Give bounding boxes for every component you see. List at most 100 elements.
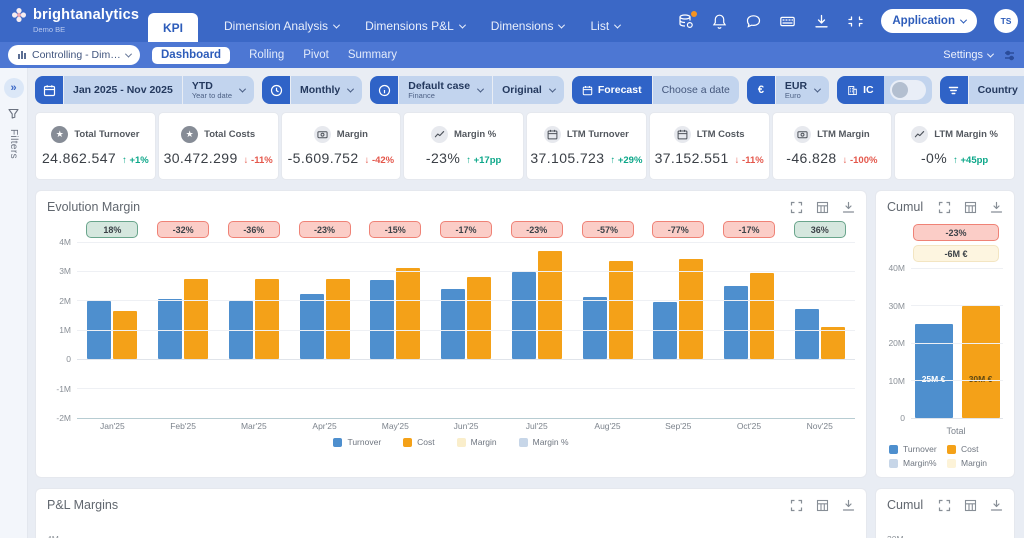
chat-icon[interactable]: [745, 13, 762, 30]
legend-item[interactable]: Turnover: [333, 437, 381, 447]
tab-dimension-analysis[interactable]: Dimension Analysis: [224, 19, 339, 42]
bar-turnover[interactable]: [300, 294, 324, 360]
bar-cost[interactable]: [467, 277, 491, 359]
tab-dimensions-pl[interactable]: Dimensions P&L: [365, 19, 465, 42]
legend-item[interactable]: Cost: [947, 444, 1003, 454]
legend-item[interactable]: Margin: [947, 458, 1003, 468]
bar-turnover[interactable]: [653, 302, 677, 359]
tab-list[interactable]: List: [590, 19, 620, 42]
tab-kpi[interactable]: KPI: [148, 13, 198, 42]
y-tick-label: 4M: [59, 237, 71, 247]
bar-cost[interactable]: [750, 273, 774, 359]
filter-lines-icon-button[interactable]: [940, 76, 968, 104]
filters-panel-collapsed[interactable]: » Filters: [0, 68, 28, 538]
table-view-icon[interactable]: [964, 201, 977, 214]
kpi-card[interactable]: ★ Total Turnover 24.862.547 ↑ +1%: [35, 112, 156, 180]
bar-turnover[interactable]: [512, 272, 536, 359]
bar-cost[interactable]: [538, 251, 562, 359]
gridline: [911, 380, 1003, 381]
subtab-pivot[interactable]: Pivot: [303, 49, 329, 61]
margin-pct-badge: -23%: [299, 221, 351, 238]
fullscreen-icon[interactable]: [938, 201, 951, 214]
subtab-rolling[interactable]: Rolling: [249, 49, 284, 61]
kpi-card[interactable]: ★ Total Costs 30.472.299 ↓ -11%: [158, 112, 279, 180]
calendar-icon-button[interactable]: [35, 76, 63, 104]
expand-filters-button[interactable]: »: [4, 78, 24, 98]
y-axis: 4M3M2M1M0-1M-2M: [47, 242, 77, 418]
clock-icon-button[interactable]: [262, 76, 290, 104]
kpi-card[interactable]: ★ LTM Margin -46.828 ↓ -100%: [772, 112, 893, 180]
gridline: [77, 330, 855, 331]
bar-turnover[interactable]: [795, 309, 819, 359]
bar-cost[interactable]: [255, 279, 279, 359]
legend-item[interactable]: Turnover: [889, 444, 945, 454]
dimension-dropdown[interactable]: Country: [968, 76, 1024, 104]
fullscreen-icon[interactable]: [938, 499, 951, 512]
legend-item[interactable]: Cost: [403, 437, 434, 447]
kpi-card[interactable]: ★ LTM Costs 37.152.551 ↓ -11%: [649, 112, 770, 180]
fullscreen-icon[interactable]: [790, 201, 803, 214]
chevron-down-icon: [333, 21, 340, 28]
kpi-label: Total Turnover: [74, 129, 139, 140]
bar-cost[interactable]: [326, 279, 350, 360]
user-avatar[interactable]: TS: [994, 9, 1018, 33]
date-range-value[interactable]: Jan 2025 - Nov 2025: [63, 76, 182, 104]
kpi-card[interactable]: ★ Margin % -23% ↑ +17pp: [403, 112, 524, 180]
bar-cost[interactable]: [113, 311, 137, 359]
bar-turnover[interactable]: [370, 280, 394, 359]
ic-toggle[interactable]: [884, 76, 932, 104]
cumul-bars: 25M € 30M €: [911, 306, 1003, 419]
legend-item[interactable]: Margin %: [519, 437, 569, 447]
case-dropdown[interactable]: Default caseFinance: [398, 76, 492, 104]
fullscreen-icon[interactable]: [790, 499, 803, 512]
download-icon[interactable]: [813, 13, 830, 30]
bar-cost[interactable]: [609, 261, 633, 360]
bar-turnover[interactable]: 25M €: [915, 324, 953, 418]
table-view-icon[interactable]: [816, 201, 829, 214]
sliders-icon[interactable]: [1003, 49, 1016, 62]
forecast-button[interactable]: Forecast: [572, 76, 652, 104]
tab-dimensions[interactable]: Dimensions: [491, 19, 565, 42]
bar-cost[interactable]: [184, 279, 208, 359]
euro-icon-button[interactable]: €: [747, 76, 775, 104]
bar-cost[interactable]: [396, 268, 420, 359]
bar-turnover[interactable]: [583, 297, 607, 359]
version-dropdown[interactable]: Original: [492, 76, 564, 104]
chevron-down-icon: [239, 85, 246, 92]
bar-cost[interactable]: [821, 327, 845, 359]
frequency-dropdown[interactable]: Monthly: [290, 76, 362, 104]
application-selector[interactable]: Application: [881, 9, 977, 33]
focus-mode-icon[interactable]: [847, 13, 864, 30]
scenario-filter: Default caseFinance Original: [370, 76, 564, 104]
bar-turnover[interactable]: [724, 286, 748, 359]
download-chart-icon[interactable]: [990, 499, 1003, 512]
notifications-bell-icon[interactable]: [711, 13, 728, 30]
download-chart-icon[interactable]: [842, 201, 855, 214]
kpi-card[interactable]: ★ Margin -5.609.752 ↓ -42%: [281, 112, 402, 180]
table-view-icon[interactable]: [816, 499, 829, 512]
choose-date-button[interactable]: Choose a date: [652, 76, 739, 104]
bar-value-label: 25M €: [915, 374, 953, 384]
data-sync-icon[interactable]: [677, 13, 694, 30]
period-mode-dropdown[interactable]: YTDYear to date: [182, 76, 254, 104]
kpi-card[interactable]: ★ LTM Turnover 37.105.723 ↑ +29%: [526, 112, 647, 180]
ic-button[interactable]: IC: [837, 76, 884, 104]
kpi-card[interactable]: ★ LTM Margin % -0% ↑ +45pp: [894, 112, 1015, 180]
report-selector[interactable]: Controlling - Dimensio...: [8, 45, 140, 65]
info-icon-button[interactable]: [370, 76, 398, 104]
keyboard-icon[interactable]: [779, 13, 796, 30]
download-chart-icon[interactable]: [990, 201, 1003, 214]
bar-cost[interactable]: 30M €: [962, 306, 1000, 419]
legend-item[interactable]: Margin: [457, 437, 497, 447]
download-chart-icon[interactable]: [842, 499, 855, 512]
currency-dropdown[interactable]: EUREuro: [775, 76, 829, 104]
table-view-icon[interactable]: [964, 499, 977, 512]
legend-item[interactable]: Margin%: [889, 458, 945, 468]
bar-cost[interactable]: [679, 259, 703, 360]
subtab-summary[interactable]: Summary: [348, 49, 397, 61]
main-tabs: KPI Dimension Analysis Dimensions P&L Di…: [148, 0, 620, 42]
subtab-dashboard[interactable]: Dashboard: [152, 47, 230, 64]
kpi-delta: ↓ -100%: [843, 155, 878, 166]
settings-menu[interactable]: Settings: [943, 49, 993, 61]
margin-pct-badge: -57%: [582, 221, 634, 238]
